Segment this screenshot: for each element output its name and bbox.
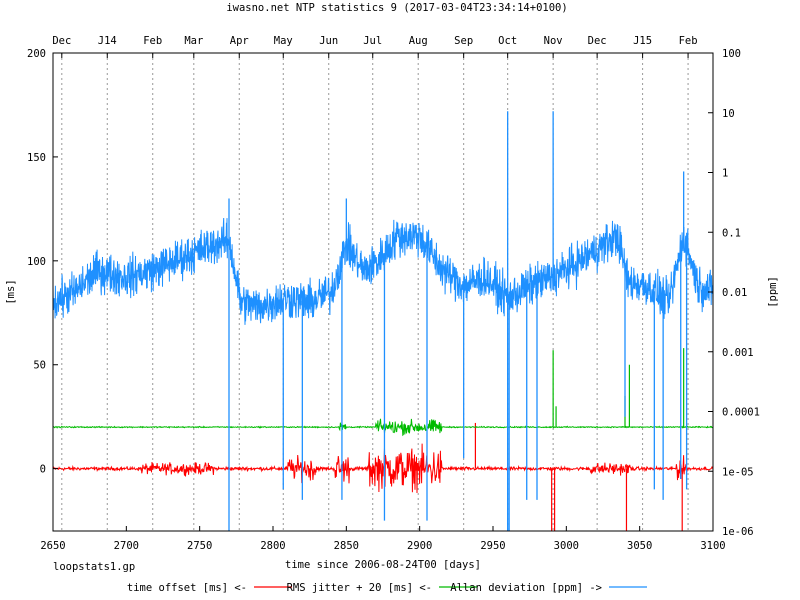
y2-tick-labels: 1e-06 1e-05 0.0001 0.001 0.01 0.1 1 10 100 — [708, 48, 760, 538]
y2-tick-label: 0.001 — [722, 347, 754, 359]
series-line — [52, 443, 714, 494]
y2-tick-label: 0.0001 — [722, 407, 760, 419]
x-tick-label: 3100 — [700, 540, 725, 552]
x-tick-labels: 2650 2700 2750 2800 2850 2900 2950 3000 3050 3100 — [40, 526, 726, 552]
legend-label: RMS jitter + 20 [ms] <- — [287, 582, 432, 594]
legend-label: Allan deviation [ppm] -> — [450, 582, 602, 594]
series-allan — [52, 111, 714, 531]
month-tick-label: Mar — [184, 35, 203, 47]
month-tick-label: Aug — [409, 35, 428, 47]
vertical-gridlines — [61, 53, 689, 531]
x-tick-label: 2800 — [260, 540, 285, 552]
month-tick-label: Nov — [544, 35, 563, 47]
series-offset — [52, 422, 714, 531]
month-tick-label: Apr — [230, 35, 249, 47]
x-tick-label: 2850 — [334, 540, 359, 552]
month-tick-label: Oct — [498, 35, 517, 47]
x-axis-label: time since 2006-08-24T00 [days] — [285, 559, 481, 571]
y2-tick-label: 1 — [722, 168, 728, 180]
series-jitter — [52, 348, 714, 437]
month-tick-label: Feb — [679, 35, 698, 47]
x-tick-label: 2900 — [407, 540, 432, 552]
month-tick-label: Jul — [363, 35, 382, 47]
y2-tick-label: 10 — [722, 108, 735, 120]
x-tick-label: 3050 — [627, 540, 652, 552]
month-tick-label: Feb — [143, 35, 162, 47]
month-tick-label: J14 — [98, 35, 117, 47]
y2-tick-label: 1e-06 — [722, 526, 754, 538]
y2-tick-label: 1e-05 — [722, 466, 754, 478]
plot-frame — [52, 52, 714, 532]
month-tick-label: Dec — [52, 35, 71, 47]
y-tick-label: 50 — [33, 360, 46, 372]
month-tick-label: J15 — [633, 35, 652, 47]
y-axis-label: [ms] — [5, 279, 17, 304]
x-tick-label: 2700 — [114, 540, 139, 552]
month-tick-label: Jun — [319, 35, 338, 47]
y2-tick-label: 0.1 — [722, 227, 741, 239]
y2-tick-label: 0.01 — [722, 287, 747, 299]
y-tick-labels: 0 50 100 150 200 — [27, 48, 58, 476]
month-tick-labels: Dec J14 Feb Mar Apr May Jun Jul Aug Sep Oct Nov Dec J… — [52, 35, 697, 47]
footer-label: loopstats1.gp — [53, 561, 135, 573]
x-tick-label: 2750 — [187, 540, 212, 552]
y-tick-label: 0 — [40, 464, 46, 476]
series-line — [52, 217, 714, 325]
x-tick-label: 2950 — [480, 540, 505, 552]
y-tick-label: 100 — [27, 256, 46, 268]
month-tick-label: Sep — [454, 35, 473, 47]
month-tick-label: Dec — [588, 35, 607, 47]
y2-axis-label: [ppm] — [767, 276, 779, 308]
series-line — [52, 418, 714, 437]
legend: time offset [ms] <- RMS jitter + 20 [ms] … — [127, 582, 647, 594]
y-tick-label: 200 — [27, 48, 46, 60]
x-tick-label: 3000 — [554, 540, 579, 552]
chart-title: iwasno.net NTP statistics 9 (2017-03-04T… — [226, 2, 567, 14]
y2-tick-label: 100 — [722, 48, 741, 60]
y-tick-label: 150 — [27, 152, 46, 164]
x-tick-label: 2650 — [40, 540, 65, 552]
legend-label: time offset [ms] <- — [127, 582, 247, 594]
month-tick-label: May — [274, 35, 293, 47]
